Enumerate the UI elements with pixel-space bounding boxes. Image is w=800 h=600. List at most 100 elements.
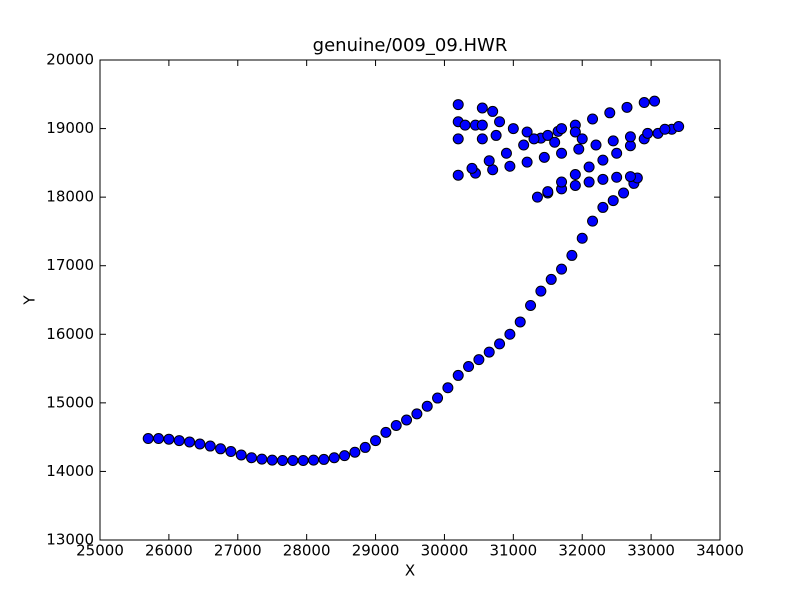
x-tick-label: 26000 [145, 542, 193, 560]
x-axis-label: X [405, 562, 415, 580]
point [587, 113, 599, 125]
point [621, 101, 633, 113]
point [611, 147, 623, 159]
point [538, 151, 550, 163]
point [476, 119, 488, 131]
point [163, 433, 175, 445]
point [452, 169, 464, 181]
point [545, 273, 557, 285]
point [556, 123, 568, 135]
point [569, 179, 581, 191]
point [556, 176, 568, 188]
point [401, 414, 413, 426]
point [500, 147, 512, 159]
x-tick-label: 32000 [558, 542, 606, 560]
point [590, 139, 602, 151]
y-tick-label: 13000 [46, 531, 94, 549]
point [573, 143, 585, 155]
point [328, 452, 340, 464]
point [569, 169, 581, 181]
point [507, 123, 519, 135]
x-tick-label: 28000 [283, 542, 331, 560]
point [542, 129, 554, 141]
y-tick-label: 19000 [46, 119, 94, 137]
point [142, 433, 154, 445]
point [583, 161, 595, 173]
x-tick-label: 31000 [489, 542, 537, 560]
point [576, 133, 588, 145]
point [339, 450, 351, 462]
point [649, 95, 661, 107]
point [153, 433, 165, 445]
point [459, 119, 471, 131]
point [204, 440, 216, 452]
point [390, 419, 402, 431]
point [476, 133, 488, 145]
point [225, 446, 237, 458]
point [432, 392, 444, 404]
point [618, 187, 630, 199]
point [597, 154, 609, 166]
point [266, 454, 278, 466]
point [556, 263, 568, 275]
point [569, 126, 581, 138]
point [476, 102, 488, 114]
point [528, 133, 540, 145]
point [411, 408, 423, 420]
point [380, 426, 392, 438]
point [504, 328, 516, 340]
y-tick-label: 15000 [46, 393, 94, 411]
point [607, 135, 619, 147]
point [518, 139, 530, 151]
point [607, 195, 619, 207]
point [624, 171, 636, 183]
point [556, 147, 568, 159]
point [494, 338, 506, 350]
point [514, 316, 526, 328]
point [173, 435, 185, 447]
point [463, 361, 475, 373]
point [452, 99, 464, 111]
point [521, 156, 533, 168]
point [318, 453, 330, 465]
point [308, 454, 320, 466]
y-tick-label: 17000 [46, 256, 94, 274]
point [642, 127, 654, 139]
chart-title: genuine/009_09.HWR [313, 35, 508, 56]
point [184, 436, 196, 448]
point [597, 201, 609, 213]
point [194, 438, 206, 450]
point [624, 131, 636, 143]
y-tick-label: 18000 [46, 188, 94, 206]
point [611, 171, 623, 183]
point [638, 97, 650, 109]
point [483, 155, 495, 167]
y-tick-label: 20000 [46, 51, 94, 69]
point [235, 449, 247, 461]
point [549, 136, 561, 148]
point [287, 454, 299, 466]
point [521, 126, 533, 138]
point [487, 105, 499, 117]
point [421, 400, 433, 412]
y-tick-label: 14000 [46, 462, 94, 480]
point [349, 446, 361, 458]
point [452, 133, 464, 145]
point [359, 441, 371, 453]
point [504, 160, 516, 172]
y-tick-label: 16000 [46, 325, 94, 343]
x-tick-label: 29000 [352, 542, 400, 560]
point [535, 285, 547, 297]
y-axis-label: Y [21, 295, 39, 306]
point [466, 162, 478, 174]
point [370, 435, 382, 447]
point [587, 215, 599, 227]
point [490, 129, 502, 141]
point [473, 354, 485, 366]
point [297, 454, 309, 466]
x-tick-label: 33000 [627, 542, 675, 560]
x-tick-label: 27000 [214, 542, 262, 560]
point [277, 454, 289, 466]
point [442, 382, 454, 394]
